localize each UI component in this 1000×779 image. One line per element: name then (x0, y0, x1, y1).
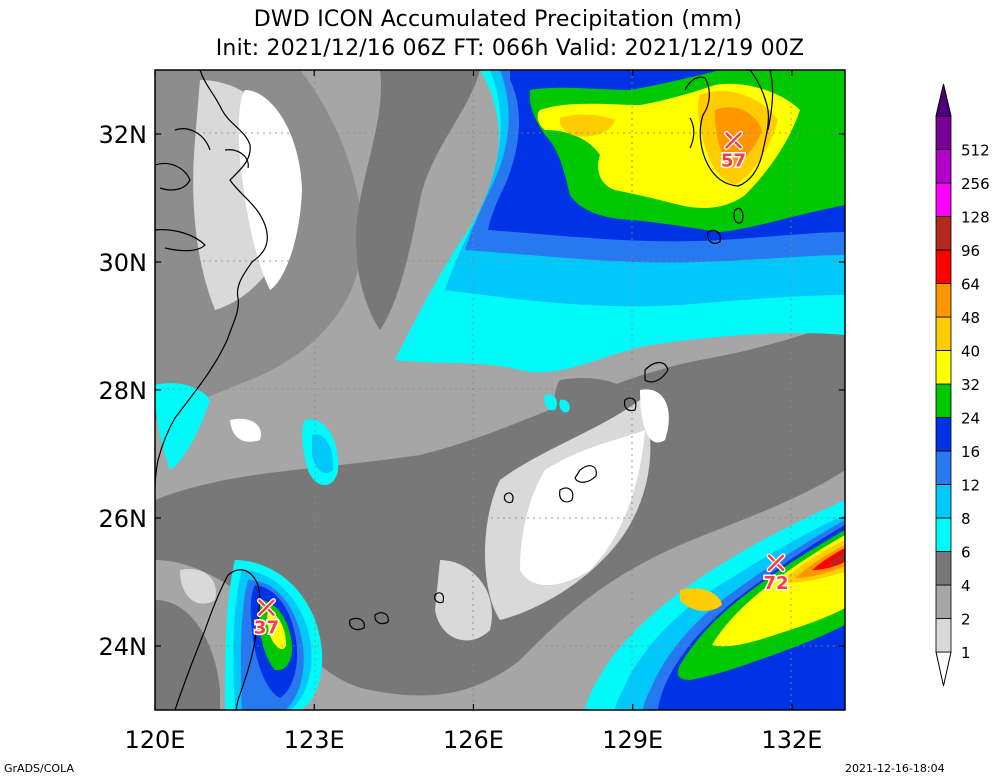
maximum-marker: 37 (252, 598, 280, 640)
colorbar-label: 24 (961, 410, 980, 428)
colorbar-label: 256 (961, 175, 990, 193)
colorbar-swatch (935, 484, 952, 519)
x-tick-label: 126E (443, 726, 504, 754)
colorbar-swatch (935, 216, 952, 251)
colorbar-swatch (935, 249, 952, 284)
software-credit: GrADS/COLA (4, 762, 74, 775)
colorbar-top-arrow (935, 83, 952, 117)
y-tick-label: 28N (99, 377, 148, 405)
y-tick-label: 30N (99, 249, 148, 277)
colorbar-swatch (935, 383, 952, 418)
timestamp-label: 2021-12-16-18:04 (845, 762, 945, 775)
colorbar-swatch (935, 182, 952, 217)
colorbar-label: 64 (961, 276, 980, 294)
colorbar-label: 48 (961, 309, 980, 327)
colorbar-swatch (935, 149, 952, 184)
colorbar-swatch (935, 316, 952, 351)
maximum-value-label: 57 (721, 150, 746, 171)
map-subtitle: Init: 2021/12/16 06Z FT: 066h Valid: 202… (215, 36, 805, 61)
colorbar-label: 32 (961, 376, 980, 394)
maximum-marker: 72 (762, 553, 790, 595)
colorbar-swatch (935, 517, 952, 552)
x-tick-label: 132E (761, 726, 822, 754)
maxima-layer: 57 72 37 (252, 130, 790, 640)
colorbar-label: 512 (961, 142, 990, 160)
colorbar-label: 16 (961, 443, 980, 461)
map-title: DWD ICON Accumulated Precipitation (mm) (253, 7, 743, 32)
colorbar-label: 128 (961, 209, 990, 227)
grid-lines (155, 70, 845, 710)
x-tick-label: 120E (125, 726, 186, 754)
axis-layer: 120E 123E 126E 129E 132E 32N 30N 28N 26N 24N (99, 70, 845, 754)
colorbar-swatch (935, 551, 952, 586)
colorbar-label: 1 (961, 644, 971, 662)
x-tick-label: 123E (284, 726, 345, 754)
x-tick-label: 129E (602, 726, 663, 754)
coastlines (155, 70, 774, 710)
colorbar-swatch (935, 283, 952, 318)
y-tick-label: 26N (99, 505, 148, 533)
colorbar-swatch (935, 417, 952, 452)
maximum-value-label: 37 (254, 618, 279, 639)
colorbar-swatch (935, 115, 952, 150)
colorbar-swatch (935, 618, 952, 653)
colorbar-label: 40 (961, 343, 980, 361)
colorbar-bottom-arrow (935, 651, 952, 687)
colorbar-label: 12 (961, 477, 980, 495)
maximum-value-label: 72 (763, 573, 788, 594)
colorbar-label: 8 (961, 510, 971, 528)
precipitation-field (155, 70, 845, 710)
maximum-marker: 57 (720, 130, 748, 173)
colorbar-label: 4 (961, 577, 971, 595)
colorbar-swatch (935, 450, 952, 485)
colorbar-label: 96 (961, 242, 980, 260)
colorbar-label: 2 (961, 611, 971, 629)
y-tick-label: 24N (99, 633, 148, 661)
y-tick-label: 32N (99, 121, 148, 149)
colorbar-swatch (935, 584, 952, 619)
colorbar-label: 6 (961, 544, 971, 562)
colorbar-swatch (935, 350, 952, 385)
